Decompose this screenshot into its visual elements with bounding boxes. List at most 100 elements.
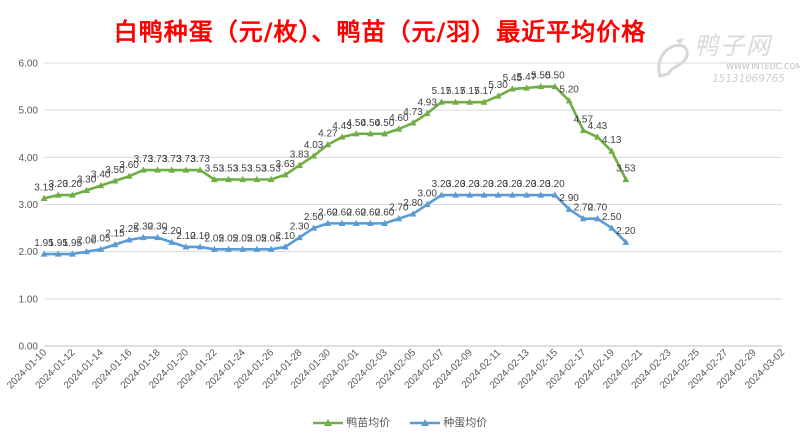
- data-label: 2.70: [389, 203, 409, 214]
- data-label: 2.60: [375, 207, 395, 218]
- data-point-marker: [437, 191, 445, 198]
- data-point-marker: [296, 233, 303, 241]
- data-label: 3.53: [261, 164, 281, 175]
- data-point-marker: [367, 130, 374, 137]
- data-point-marker: [395, 215, 403, 222]
- data-label: 2.10: [190, 231, 210, 242]
- data-point-marker: [423, 200, 431, 208]
- data-point-marker: [68, 191, 76, 198]
- data-point-marker: [608, 224, 616, 231]
- data-label: 3.13: [34, 182, 54, 193]
- data-point-marker: [154, 233, 161, 241]
- data-point-marker: [324, 141, 332, 148]
- data-point-marker: [423, 109, 431, 117]
- data-point-marker: [168, 238, 176, 245]
- data-label: 3.53: [205, 164, 225, 175]
- y-tick-label: 1.00: [19, 294, 39, 305]
- data-label: 2.50: [602, 212, 622, 223]
- data-label: 3.73: [176, 154, 196, 165]
- data-label: 2.05: [261, 233, 281, 244]
- data-point-marker: [196, 243, 204, 250]
- data-label: 3.53: [233, 164, 253, 175]
- data-label: 4.43: [332, 121, 352, 132]
- data-label: 4.93: [417, 97, 437, 108]
- data-label: 3.73: [148, 154, 168, 165]
- data-label: 2.10: [276, 231, 296, 242]
- data-point-marker: [196, 166, 204, 173]
- data-point-marker: [508, 191, 516, 198]
- series-line-1: [44, 193, 627, 256]
- data-point-marker: [381, 130, 389, 137]
- data-point-marker: [594, 133, 601, 140]
- data-label: 2.60: [346, 207, 366, 218]
- data-label: 3.53: [247, 164, 267, 175]
- data-point-marker: [168, 166, 176, 173]
- data-label: 4.57: [574, 114, 594, 125]
- data-label: 5.17: [432, 86, 452, 97]
- data-label: 3.20: [48, 179, 68, 190]
- data-point-marker: [54, 250, 62, 257]
- data-point-marker: [494, 92, 502, 99]
- data-label: 4.03: [304, 140, 324, 151]
- data-point-marker: [239, 245, 247, 252]
- data-point-marker: [253, 175, 261, 183]
- data-label: 2.50: [304, 212, 324, 223]
- data-point-marker: [111, 177, 119, 184]
- data-label: 4.13: [602, 135, 622, 146]
- data-point-marker: [338, 133, 346, 140]
- data-point-marker: [437, 98, 445, 105]
- data-point-marker: [182, 166, 190, 173]
- data-label: 3.20: [432, 179, 452, 190]
- data-point-marker: [281, 243, 289, 250]
- data-point-marker: [608, 147, 616, 154]
- data-label: 1.95: [48, 238, 68, 249]
- data-point-marker: [551, 82, 559, 90]
- y-tick-label: 5.00: [19, 106, 39, 117]
- data-point-marker: [594, 215, 601, 222]
- data-label: 3.20: [503, 179, 523, 190]
- data-point-marker: [210, 175, 218, 183]
- data-point-marker: [579, 126, 587, 134]
- data-point-marker: [480, 191, 488, 198]
- data-point-marker: [83, 186, 90, 193]
- data-point-marker: [622, 238, 630, 245]
- data-label: 5.50: [531, 71, 551, 82]
- data-label: 3.40: [91, 170, 111, 181]
- data-point-marker: [452, 98, 459, 105]
- data-label: 2.20: [616, 226, 636, 237]
- y-axis: 0.00 1.00 2.00 3.00 4.00 5.00 6.00: [19, 59, 39, 353]
- data-label: 3.63: [276, 159, 296, 170]
- data-label: 2.05: [233, 233, 253, 244]
- data-label: 2.90: [559, 193, 579, 204]
- data-point-marker: [139, 233, 147, 241]
- data-point-marker: [494, 191, 502, 198]
- data-point-marker: [452, 191, 459, 198]
- data-point-marker: [267, 175, 275, 183]
- legend-item-duckling: 鸭苗均价: [312, 414, 391, 430]
- data-label: 5.30: [488, 80, 508, 91]
- data-point-marker: [310, 224, 318, 231]
- data-label: 2.30: [148, 222, 168, 233]
- data-label: 1.95: [63, 238, 83, 249]
- data-point-marker: [111, 240, 119, 248]
- data-label: 3.20: [488, 179, 508, 190]
- data-label: 2.25: [119, 224, 139, 235]
- data-label: 2.15: [105, 229, 125, 240]
- legend-label-duckling: 鸭苗均价: [346, 416, 391, 429]
- x-axis: 2024-01-102024-01-122024-01-142024-01-16…: [5, 345, 787, 391]
- data-label: 2.60: [361, 207, 381, 218]
- data-label: 2.30: [134, 222, 154, 233]
- duck-icon: [657, 38, 689, 78]
- data-point-marker: [239, 175, 247, 183]
- data-point-marker: [551, 191, 559, 198]
- data-point-marker: [83, 248, 90, 255]
- data-point-marker: [182, 243, 190, 250]
- series-layer: [40, 82, 630, 257]
- data-label: 3.73: [134, 154, 154, 165]
- data-label: 2.00: [77, 236, 97, 247]
- data-label: 5.17: [474, 86, 494, 97]
- data-point-marker: [225, 245, 232, 252]
- data-label: 3.20: [517, 179, 537, 190]
- data-label: 2.30: [290, 222, 310, 233]
